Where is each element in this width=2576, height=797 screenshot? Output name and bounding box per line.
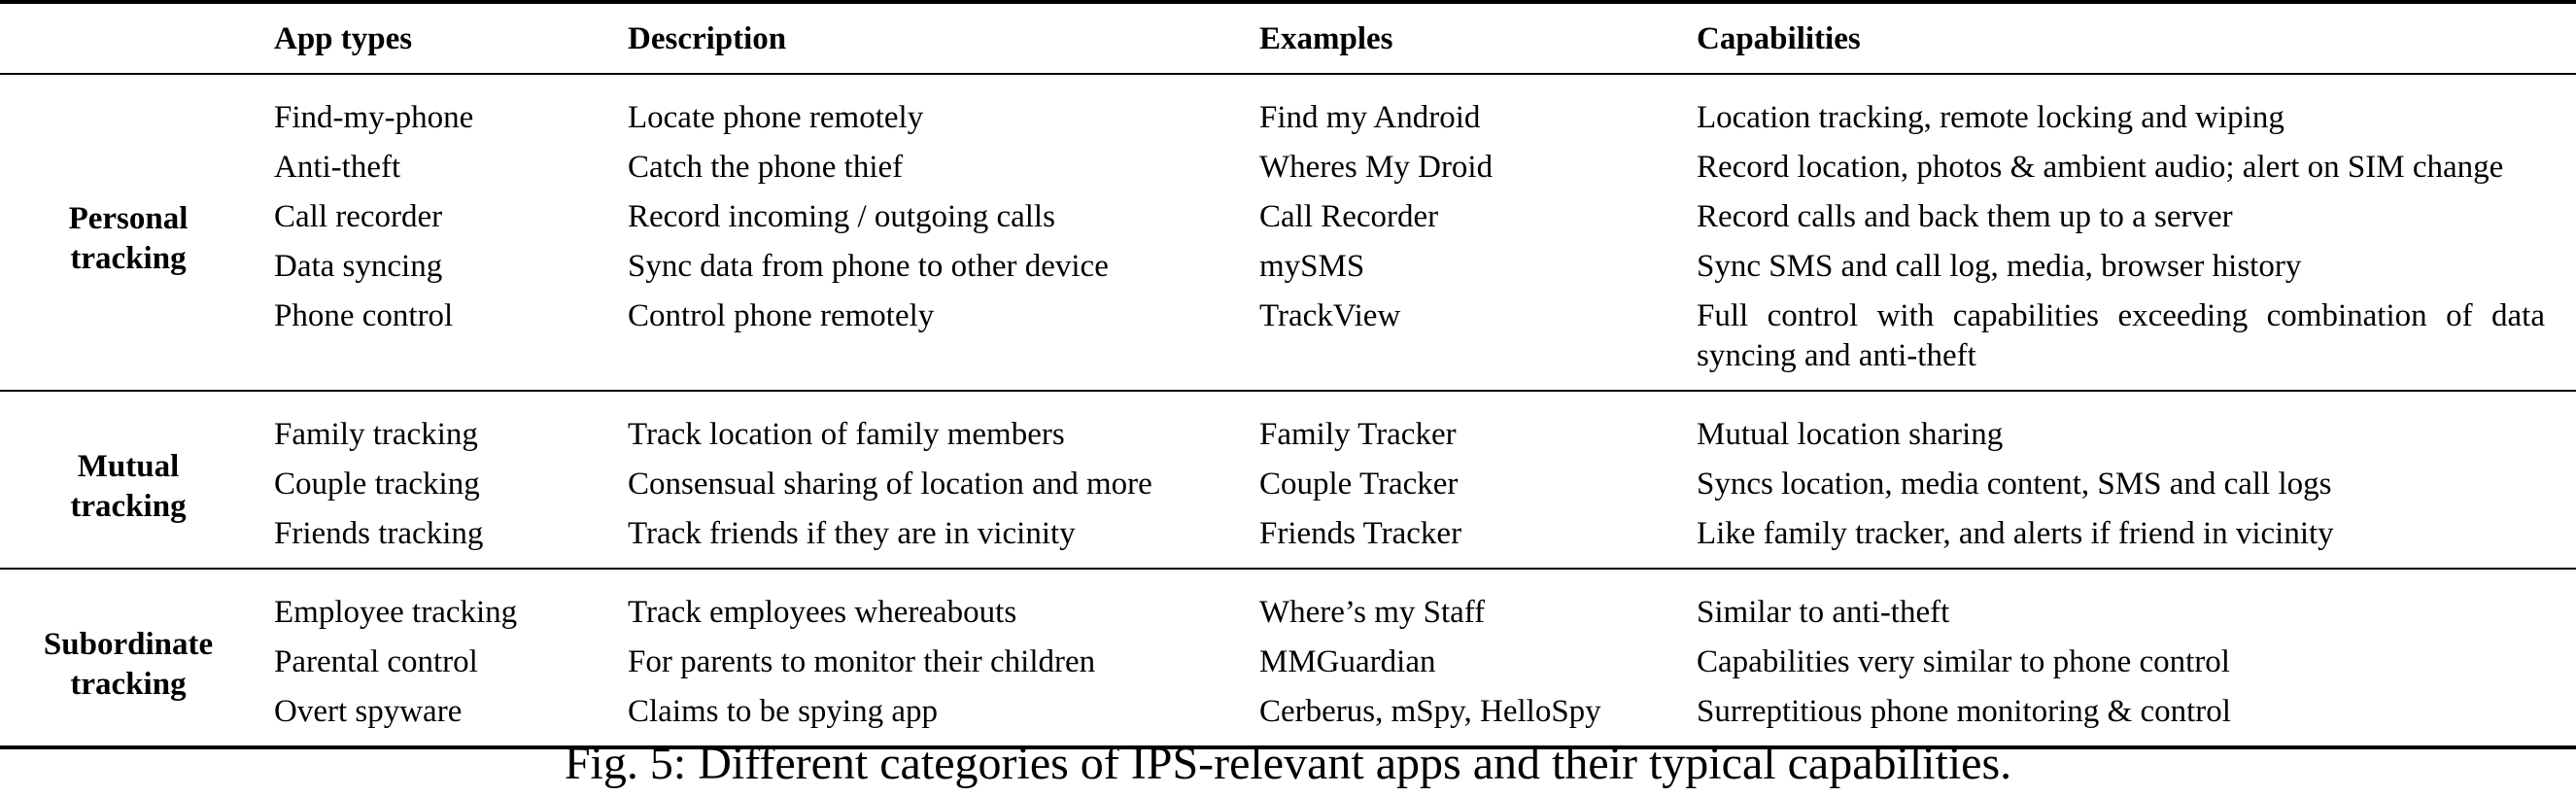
app-type-cell: Anti-theft (274, 150, 401, 185)
examples-cell: Call Recorder (1259, 199, 1439, 234)
capabilities-cell: Mutual location sharing (1697, 417, 2004, 452)
app-type-cell: Couple tracking (274, 467, 480, 502)
table-row: Parental control For parents to monitor … (0, 642, 2576, 692)
table-row: Anti-theft Catch the phone thief Wheres … (0, 148, 2576, 197)
app-type-cell: Employee tracking (274, 595, 518, 630)
table-row: Couple tracking Consensual sharing of lo… (0, 465, 2576, 514)
examples-cell: Wheres My Droid (1259, 150, 1494, 185)
table-row: Friends tracking Track friends if they a… (0, 514, 2576, 569)
capabilities-cell: Location tracking, remote locking and wi… (1697, 100, 2284, 135)
app-type-cell: Call recorder (274, 199, 443, 234)
header-app-types: App types (274, 21, 413, 56)
header-examples: Examples (1259, 21, 1393, 56)
capabilities-cell: Like family tracker, and alerts if frien… (1697, 516, 2334, 551)
group-label: Subordinate tracking (0, 569, 249, 747)
app-type-cell: Phone control (274, 298, 454, 333)
group-label-line1: Personal (68, 201, 189, 236)
app-type-cell: Friends tracking (274, 516, 484, 551)
description-cell: Track location of family members (628, 417, 1065, 452)
description-cell: Control phone remotely (628, 298, 935, 333)
description-cell: Consensual sharing of location and more (628, 467, 1152, 502)
figure-caption: Fig. 5: Different categories of IPS-rele… (564, 738, 2012, 789)
table-row: Data syncing Sync data from phone to oth… (0, 247, 2576, 296)
capabilities-cell: Record calls and back them up to a serve… (1697, 199, 2233, 234)
description-cell: Record incoming / outgoing calls (628, 199, 1055, 234)
app-type-cell: Family tracking (274, 417, 478, 452)
examples-cell: Friends Tracker (1259, 516, 1462, 551)
examples-cell: MMGuardian (1259, 644, 1436, 679)
description-cell: Track friends if they are in vicinity (628, 516, 1076, 551)
group-subordinate-tracking: Subordinate tracking Employee tracking T… (0, 569, 2576, 747)
group-label: Mutual tracking (0, 391, 249, 569)
app-type-cell: Data syncing (274, 249, 443, 284)
header-capabilities: Capabilities (1697, 21, 1861, 56)
table-row: Phone control Control phone remotely Tra… (0, 296, 2576, 391)
header-row: App types Description Examples Capabilit… (0, 2, 2576, 74)
capabilities-cell: Full control with capabilities exceeding… (1697, 298, 2545, 373)
table-row: Overt spyware Claims to be spying app Ce… (0, 692, 2576, 747)
table-row: Mutual tracking Family tracking Track lo… (0, 391, 2576, 524)
ips-apps-table: App types Description Examples Capabilit… (0, 2, 2576, 747)
description-cell: Sync data from phone to other device (628, 249, 1109, 284)
app-type-cell: Find-my-phone (274, 100, 474, 135)
description-cell: Claims to be spying app (628, 694, 938, 729)
examples-cell: Where’s my Staff (1259, 595, 1486, 630)
description-cell: Track employees whereabouts (628, 595, 1017, 630)
header-group (0, 2, 249, 74)
description-cell: Catch the phone thief (628, 150, 904, 185)
capabilities-cell: Capabilities very similar to phone contr… (1697, 644, 2230, 679)
description-cell: For parents to monitor their children (628, 644, 1096, 679)
group-mutual-tracking: Mutual tracking Family tracking Track lo… (0, 391, 2576, 569)
examples-cell: Find my Android (1259, 100, 1481, 135)
group-label-line2: tracking (70, 488, 187, 524)
app-type-cell: Parental control (274, 644, 478, 679)
examples-cell: mySMS (1259, 249, 1365, 284)
capabilities-cell: Record location, photos & ambient audio;… (1697, 150, 2504, 185)
group-label-line2: tracking (70, 666, 187, 702)
app-type-cell: Overt spyware (274, 694, 463, 729)
examples-cell: Cerberus, mSpy, HelloSpy (1259, 694, 1601, 729)
capabilities-cell: Similar to anti-theft (1697, 595, 1950, 630)
examples-cell: Family Tracker (1259, 417, 1457, 452)
header-description: Description (628, 21, 787, 56)
table-row: Subordinate tracking Employee tracking T… (0, 569, 2576, 702)
group-label-line1: Subordinate (43, 626, 214, 662)
capabilities-cell: Surreptitious phone monitoring & control (1697, 694, 2231, 729)
description-cell: Locate phone remotely (628, 100, 924, 135)
group-label-line2: tracking (70, 241, 187, 276)
capabilities-cell: Sync SMS and call log, media, browser hi… (1697, 249, 2302, 284)
table-row: Personal tracking Find-my-phone Locate p… (0, 74, 2576, 276)
group-label: Personal tracking (0, 74, 249, 391)
capabilities-cell: Syncs location, media content, SMS and c… (1697, 467, 2332, 502)
table-row: Call recorder Record incoming / outgoing… (0, 197, 2576, 247)
examples-cell: Couple Tracker (1259, 467, 1459, 502)
group-label-line1: Mutual (77, 448, 180, 484)
group-personal-tracking: Personal tracking Find-my-phone Locate p… (0, 74, 2576, 391)
examples-cell: TrackView (1259, 298, 1401, 333)
